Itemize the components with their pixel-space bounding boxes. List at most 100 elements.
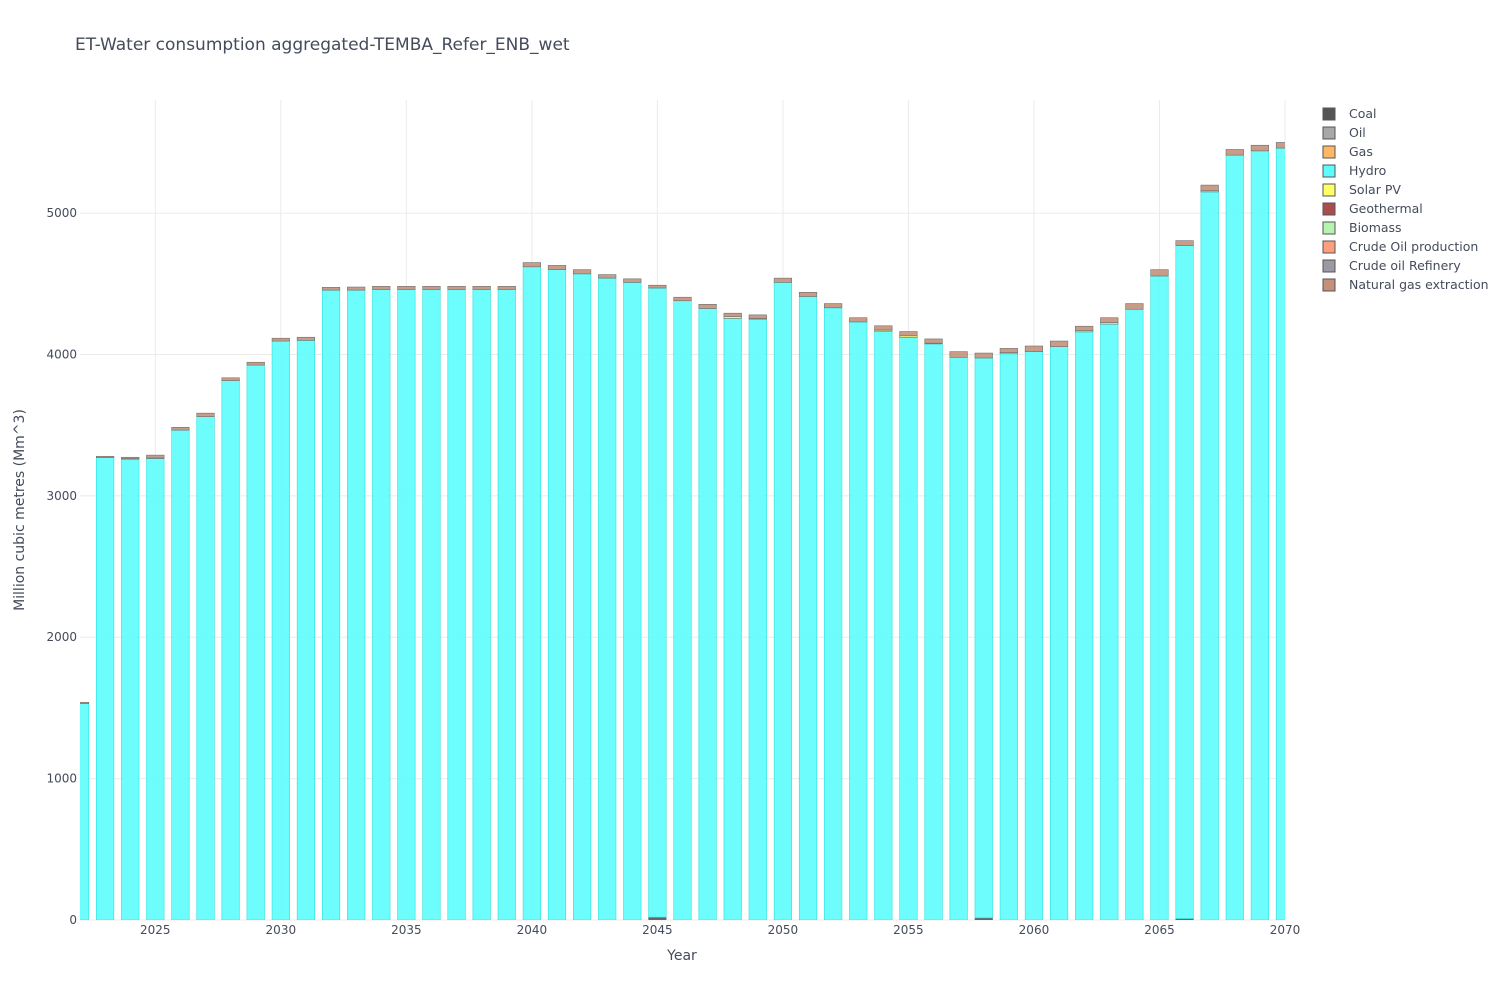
- bar-segment-natural-gas-extraction: [1225, 149, 1244, 156]
- legend: Coal Oil Gas Hydro Solar PV Geothermal Biomass…: [1322, 106, 1489, 292]
- bar-segment-natural-gas-extraction: [121, 456, 140, 459]
- bar-segment-natural-gas-extraction: [1200, 184, 1219, 192]
- bar-segment-natural-gas-extraction: [648, 284, 667, 289]
- legend-label: Gas: [1349, 144, 1373, 159]
- bar-segment-coal: [648, 916, 667, 920]
- bar-segment-natural-gas-extraction: [497, 286, 516, 290]
- bar-segment-hydro: [899, 337, 918, 920]
- bar-segment-hydro: [748, 318, 767, 920]
- bar-segment-natural-gas-extraction: [673, 296, 692, 302]
- bar-segment-hydro: [1075, 331, 1094, 920]
- x-tick-label: 2060: [1019, 923, 1050, 937]
- y-tick-label: 5000: [46, 206, 77, 220]
- bar-segment-hydro: [999, 353, 1018, 920]
- bar-segment-natural-gas-extraction: [999, 348, 1018, 353]
- bar-segment-natural-gas-extraction: [397, 286, 416, 290]
- legend-label: Solar PV: [1349, 182, 1401, 197]
- bar-segment-natural-gas-extraction: [80, 701, 90, 704]
- bar-segment-natural-gas-extraction: [698, 303, 717, 309]
- bar-segment-natural-gas-extraction: [422, 286, 441, 290]
- bar-segment-natural-gas-extraction: [723, 312, 742, 318]
- bar-segment-hydro: [296, 340, 316, 920]
- bar-segment-hydro: [1225, 154, 1244, 920]
- bar-segment-natural-gas-extraction: [1275, 142, 1285, 149]
- bar-segment-natural-gas-extraction: [1049, 340, 1069, 348]
- bar-segment-natural-gas-extraction: [372, 286, 391, 290]
- bar-segment-hydro: [698, 308, 717, 920]
- bar-segment-hydro: [1125, 308, 1144, 920]
- bar-segment-hydro: [196, 416, 215, 920]
- legend-swatch: [1322, 107, 1336, 121]
- bar-segment-natural-gas-extraction: [221, 377, 240, 381]
- bar-segment-hydro: [1250, 150, 1269, 920]
- x-axis-ticks: 2025 2030 2035 2040 2045 2050 2055 2060 2065 2070: [140, 923, 1300, 937]
- bar-segment-hydro: [246, 364, 265, 920]
- bar-segment-natural-gas-extraction: [196, 412, 215, 417]
- y-tick-label: 0: [69, 913, 77, 927]
- bar-segment-hydro: [372, 289, 391, 920]
- bar-segment-natural-gas-extraction: [598, 274, 617, 279]
- x-tick-label: 2040: [517, 923, 548, 937]
- bar-segment-hydro: [673, 300, 692, 920]
- y-axis-title: Million cubic metres (Mm^3): [12, 409, 28, 611]
- bar-segment-hydro: [773, 282, 793, 920]
- bar-segment-hydro: [1275, 147, 1285, 920]
- legend-swatch: [1322, 145, 1336, 159]
- x-tick-label: 2065: [1144, 923, 1175, 937]
- bar-segment-hydro: [447, 289, 466, 920]
- bar-segment-hydro: [824, 307, 843, 920]
- bar-segment-natural-gas-extraction: [547, 265, 567, 270]
- legend-swatch: [1322, 259, 1336, 273]
- bar-segment-natural-gas-extraction: [1250, 144, 1269, 152]
- bar-segment-natural-gas-extraction: [1175, 240, 1194, 246]
- bar-segment-natural-gas-extraction: [773, 277, 793, 283]
- bar-segment-natural-gas-extraction: [321, 287, 341, 291]
- y-tick-label: 2000: [46, 630, 77, 644]
- bar-segment-natural-gas-extraction: [271, 337, 290, 342]
- bar-segment-natural-gas-extraction: [899, 331, 918, 337]
- bar-segment-hydro: [974, 357, 993, 919]
- bars: [80, 142, 1285, 920]
- legend-swatch: [1322, 202, 1336, 216]
- legend-label: Natural gas extraction: [1349, 277, 1489, 292]
- x-tick-label: 2050: [768, 923, 799, 937]
- bar-segment-hydro: [321, 289, 341, 920]
- legend-swatch: [1322, 240, 1336, 254]
- bar-segment-hydro: [80, 703, 90, 920]
- bar-segment-natural-gas-extraction: [96, 455, 115, 458]
- bar-segment-natural-gas-extraction: [849, 317, 868, 323]
- bar-segment-hydro: [1049, 346, 1069, 920]
- legend-label: Crude oil Refinery: [1349, 258, 1461, 273]
- bar-segment-hydro: [397, 289, 416, 920]
- bar-segment-hydro: [96, 457, 115, 920]
- legend-label: Geothermal: [1349, 201, 1423, 216]
- legend-swatch: [1322, 278, 1336, 292]
- bar-segment-hydro: [949, 357, 968, 920]
- bar-segment-hydro: [1150, 275, 1169, 920]
- bar-segment-natural-gas-extraction: [1125, 303, 1144, 310]
- y-tick-label: 1000: [46, 772, 77, 786]
- bar-segment-natural-gas-extraction: [949, 351, 968, 358]
- bar-segment-natural-gas-extraction: [296, 336, 316, 341]
- legend-swatch: [1322, 164, 1336, 178]
- legend-swatch: [1322, 126, 1336, 140]
- bar-segment-hydro: [1100, 323, 1119, 920]
- bar-segment-natural-gas-extraction: [798, 291, 818, 297]
- bar-segment-natural-gas-extraction: [974, 352, 993, 359]
- bar-segment-hydro: [924, 343, 943, 920]
- x-tick-label: 2055: [893, 923, 924, 937]
- legend-label: Coal: [1349, 106, 1377, 121]
- y-tick-label: 4000: [46, 347, 77, 361]
- x-tick-label: 2030: [266, 923, 297, 937]
- bar-segment-natural-gas-extraction: [246, 361, 265, 366]
- y-axis-ticks: 0 1000 2000 3000 4000 5000: [46, 206, 77, 927]
- bar-segment-hydro: [221, 380, 240, 920]
- legend-swatch: [1322, 221, 1336, 235]
- bar-segment-natural-gas-extraction: [572, 269, 592, 275]
- bar-segment-natural-gas-extraction: [874, 325, 893, 331]
- bar-segment-hydro: [497, 289, 516, 920]
- bar-segment-hydro: [1175, 245, 1194, 919]
- bar-segment-natural-gas-extraction: [171, 426, 190, 431]
- bar-segment-hydro: [648, 287, 667, 918]
- bar-segment-hydro: [422, 289, 441, 920]
